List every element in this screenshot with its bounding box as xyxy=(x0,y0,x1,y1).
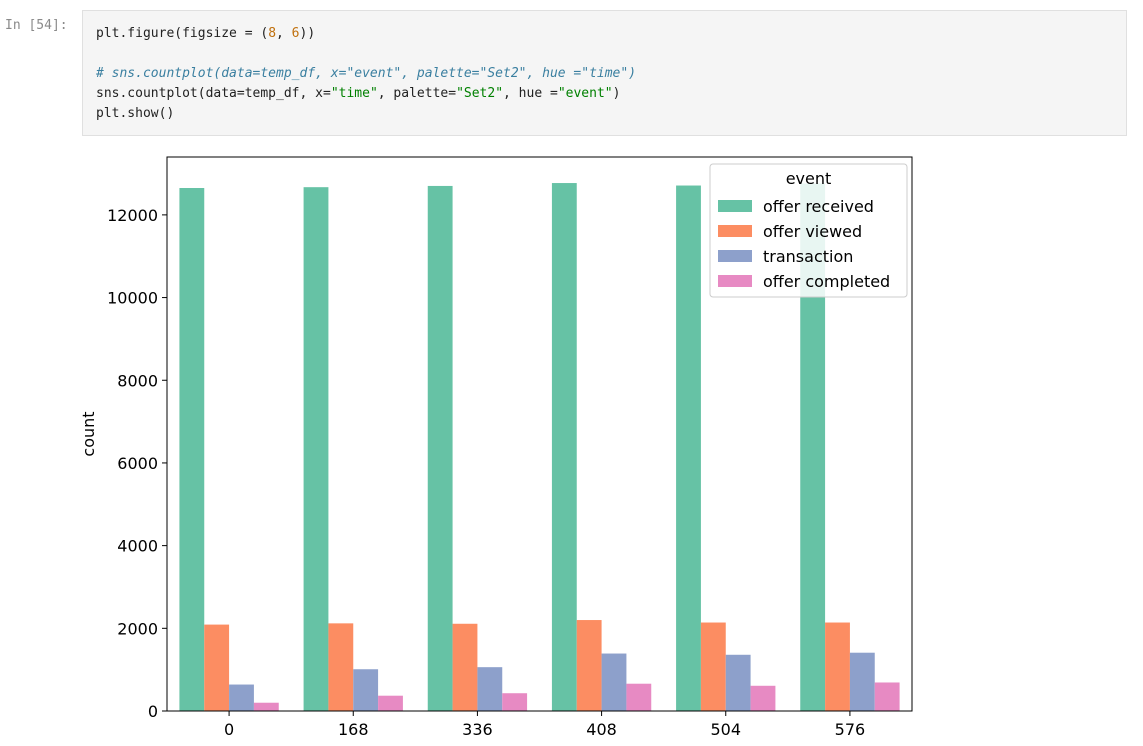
y-tick-label: 10000 xyxy=(107,289,158,308)
bar-offer-received-0 xyxy=(179,188,205,712)
code-token: sns.countplot(data=temp_df, x= xyxy=(96,86,331,101)
legend-swatch-offer-completed xyxy=(718,275,752,287)
x-tick-label: 408 xyxy=(586,720,617,739)
bar-offer-viewed-168 xyxy=(328,623,354,711)
bar-offer-viewed-576 xyxy=(825,622,850,711)
chart-area: 0 2000 4000 6000 8000 10000 12000 0 168 336 408 504… xyxy=(70,140,930,746)
bar-offer-completed-0 xyxy=(253,702,279,711)
code-token: , hue = xyxy=(503,86,558,101)
bar-offer-completed-408 xyxy=(626,683,652,711)
legend-entry-transaction: transaction xyxy=(763,247,853,266)
legend-title: event xyxy=(786,169,832,188)
x-tick-label: 576 xyxy=(835,720,866,739)
bar-transaction-336 xyxy=(477,667,503,711)
code-token: plt.show() xyxy=(96,106,175,121)
y-tick-label: 12000 xyxy=(107,206,158,225)
bar-transaction-168 xyxy=(353,669,379,711)
bar-offer-viewed-336 xyxy=(452,623,478,711)
code-token: "time" xyxy=(330,86,378,101)
legend-swatch-offer-viewed xyxy=(718,225,752,237)
code-token: , palette= xyxy=(377,86,457,101)
code-token: # sns.countplot(data=temp_df, x="event",… xyxy=(96,66,637,81)
bar-offer-completed-168 xyxy=(378,695,403,711)
bar-offer-viewed-408 xyxy=(576,620,602,711)
bar-transaction-0 xyxy=(229,684,254,711)
cell-prompt: In [54]: xyxy=(5,18,68,33)
code-line xyxy=(96,44,1126,64)
legend-box xyxy=(709,163,908,298)
y-tick-label: 8000 xyxy=(117,371,158,390)
code-token: ) xyxy=(612,86,621,101)
x-tick-label: 336 xyxy=(462,720,493,739)
bar-offer-viewed-504 xyxy=(700,622,726,711)
bar-offer-received-168 xyxy=(303,187,329,711)
code-cell[interactable]: plt.figure(figsize = (8, 6)) # sns.countp… xyxy=(82,10,1127,136)
code-line: plt.figure(figsize = (8, 6)) xyxy=(96,24,1126,44)
bar-offer-received-408 xyxy=(551,183,577,711)
legend-entry-offer-viewed: offer viewed xyxy=(763,222,862,241)
legend-swatch-transaction xyxy=(718,250,752,262)
code-token: , xyxy=(276,26,292,41)
bar-transaction-576 xyxy=(849,652,875,711)
code-token: "Set2" xyxy=(456,86,504,101)
x-tick-label: 0 xyxy=(224,720,234,739)
bar-offer-completed-504 xyxy=(750,685,776,711)
countplot-chart: 0 2000 4000 6000 8000 10000 12000 0 168 336 408 504… xyxy=(79,156,913,746)
bar-offer-received-504 xyxy=(676,185,701,712)
code-line: # sns.countplot(data=temp_df, x="event",… xyxy=(96,64,1126,84)
y-tick-label: 2000 xyxy=(117,619,158,638)
bar-offer-viewed-0 xyxy=(204,624,230,711)
y-axis-label: count xyxy=(79,411,98,456)
code-line: plt.show() xyxy=(96,104,1126,124)
x-tick-label: 168 xyxy=(338,720,369,739)
x-tick-label: 504 xyxy=(710,720,741,739)
bar-offer-received-336 xyxy=(427,185,453,711)
code-token: 8 xyxy=(268,26,277,41)
code-token: "event" xyxy=(557,86,613,101)
code-token: 6 xyxy=(291,26,300,41)
bar-offer-completed-336 xyxy=(502,693,528,711)
legend-entry-offer-completed: offer completed xyxy=(763,272,890,291)
y-tick-label: 6000 xyxy=(117,454,158,473)
y-tick-label: 0 xyxy=(148,702,158,721)
code-line: sns.countplot(data=temp_df, x="time", pa… xyxy=(96,84,1126,104)
plot-frame xyxy=(166,156,913,712)
bar-offer-completed-576 xyxy=(874,682,900,711)
code-token: )) xyxy=(299,26,316,41)
code-token: plt.figure(figsize = ( xyxy=(96,26,269,41)
bar-transaction-504 xyxy=(725,654,751,711)
legend-entry-offer-received: offer received xyxy=(763,197,874,216)
bar-transaction-408 xyxy=(601,653,627,711)
legend-swatch-offer-received xyxy=(718,200,752,212)
y-tick-label: 4000 xyxy=(117,537,158,556)
